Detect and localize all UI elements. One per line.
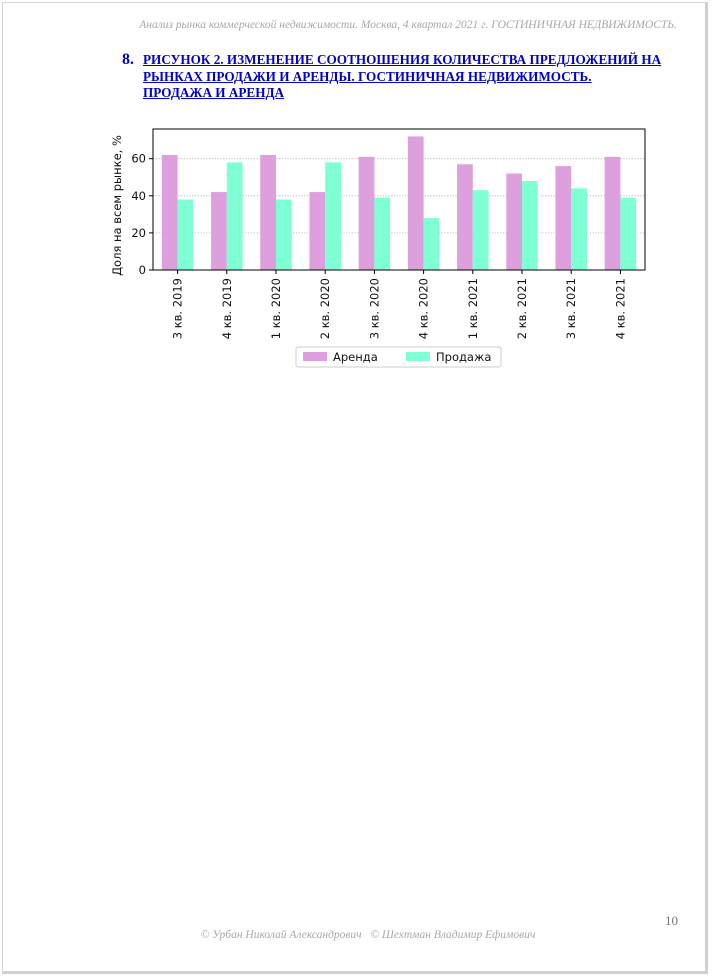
x-tick-label: 3 кв. 2021 [564,278,578,339]
x-tick-label: 4 кв. 2020 [417,278,431,339]
bar-arenda [161,154,178,270]
footer-credits: © Урбан Николай Александрович © Шехтман … [200,929,536,941]
bar-arenda [211,192,227,270]
y-tick-label: 40 [131,189,146,203]
figure-title: РИСУНОК 2. ИЗМЕНЕНИЕ СООТНОШЕНИЯ КОЛИЧЕС… [143,52,662,100]
x-tick-label: 4 кв. 2019 [220,278,234,339]
bar-arenda [309,192,326,270]
chart-legend: Аренда Продажа [295,346,502,368]
bar-prodazha [423,218,440,270]
bar-prodazha [177,199,194,270]
plot-frame [152,128,646,271]
x-tick-label: 1 кв. 2021 [466,278,480,339]
bar-arenda [407,136,424,270]
y-axis-ticks: 0 20 40 60 [131,152,153,277]
chart-bars [161,136,637,270]
bar-prodazha [472,190,489,270]
x-tick-label: 3 кв. 2020 [367,278,381,339]
legend-label: Продажа [436,350,491,364]
bar-prodazha [374,197,391,270]
bar-prodazha [325,162,341,270]
running-header: Анализ рынка коммерческой недвижимости. … [139,19,677,31]
x-tick-label: 2 кв. 2021 [515,278,529,339]
bar-chart: 0 20 40 60 3 кв. 2019 4 кв. 2019 1 кв. 2020 2 … [110,128,646,368]
bar-prodazha [571,188,587,270]
y-tick-label: 60 [131,152,146,166]
y-axis-label: Доля на всем рынке, % [110,135,124,276]
x-axis-ticks: 3 кв. 2019 4 кв. 2019 1 кв. 2020 2 кв. 2020… [171,270,627,339]
bar-arenda [555,166,572,270]
legend-label: Аренда [333,350,378,364]
x-tick-label: 2 кв. 2020 [318,278,332,339]
legend-swatch [406,352,430,361]
bar-prodazha [522,180,538,270]
figure-number: 8. [122,51,134,68]
page-number: 10 [665,913,678,928]
x-tick-label: 3 кв. 2019 [171,278,185,339]
legend-box [295,346,502,368]
bar-arenda [457,164,473,270]
legend-swatch [303,352,327,361]
bar-arenda [604,156,621,270]
bar-prodazha [226,162,243,270]
bar-prodazha [276,199,292,270]
bar-arenda [506,173,522,270]
bar-arenda [260,154,276,270]
y-tick-label: 0 [139,263,146,277]
x-tick-label: 1 кв. 2020 [269,278,283,339]
x-tick-label: 4 кв. 2021 [613,278,627,339]
y-tick-label: 20 [131,226,146,240]
bar-arenda [358,156,375,270]
bar-prodazha [620,197,637,270]
